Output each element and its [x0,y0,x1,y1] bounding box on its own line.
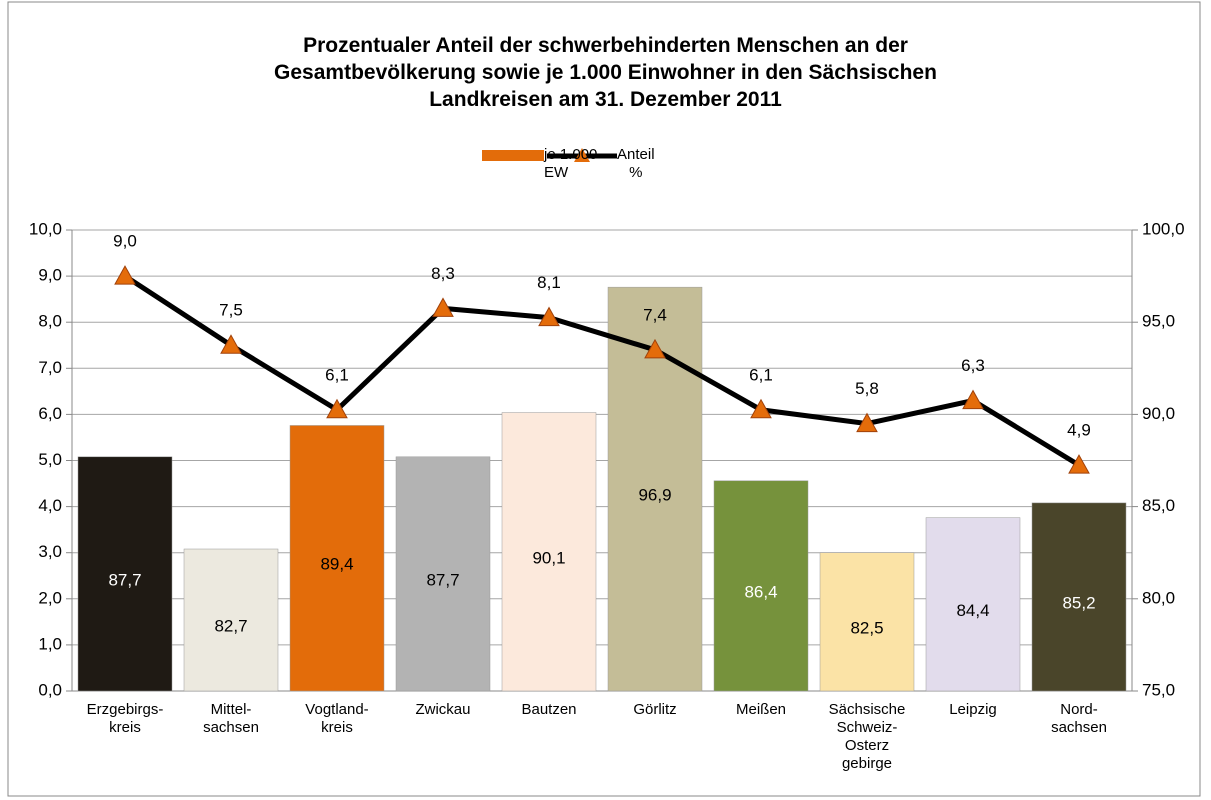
bar [289,425,385,692]
chart-title: Prozentualer Anteil der schwerbehinderte… [274,34,937,111]
bar [713,480,809,692]
y2-tick-label: 80,0 [1142,588,1175,607]
x-tick-label: Meißen [735,701,787,718]
marker [538,306,560,327]
bar [395,456,491,692]
y2-tick-label: 85,0 [1142,496,1175,515]
x-tick-label: Mittel- sachsen [203,701,259,736]
y-tick-label: 5,0 [38,450,62,469]
legend-marker [574,148,590,162]
y-tick-label: 1,0 [38,634,62,653]
bar [819,552,915,692]
bar-value-label: 85,2 [1062,593,1095,612]
marker [962,389,984,410]
x-tick-label: Bautzen [521,701,577,718]
y-tick-label: 2,0 [38,588,62,607]
x-tick-label: Zwickau [415,701,471,718]
bar-value-label: 86,4 [744,582,777,601]
marker [750,398,772,419]
y2-tick-label: 90,0 [1142,404,1175,423]
bar-value-label: 82,5 [850,618,883,637]
bar-value-label: 82,7 [214,616,247,635]
y-tick-label: 7,0 [38,358,62,377]
y2-tick-label: 100,0 [1142,219,1185,238]
marker [220,334,242,354]
x-tick-label: Erzgebirgs- kreis [86,701,164,736]
bar-value-label: 84,4 [956,601,989,620]
x-tick-label: Leipzig [949,701,997,718]
line-value-label: 9,0 [113,232,137,251]
line-value-label: 5,8 [855,379,879,398]
y2-tick-label: 95,0 [1142,312,1175,331]
line-value-label: 8,3 [431,264,455,283]
y-tick-label: 4,0 [38,496,62,515]
y-tick-label: 0,0 [38,680,62,699]
marker [1068,454,1090,474]
y-tick-label: 3,0 [38,542,62,561]
bar-value-label: 90,1 [532,548,565,567]
legend-swatch [482,150,544,161]
line [123,274,1081,468]
y-tick-label: 8,0 [38,312,62,331]
bar-value-label: 96,9 [638,486,671,505]
marker [644,338,666,359]
x-tick-label: Sächsische Schweiz- Osterz gebirge [828,701,906,772]
marker [432,297,454,317]
line-value-label: 4,9 [1067,421,1091,440]
bar [925,517,1021,692]
marker [326,398,348,419]
bar-value-label: 89,4 [320,555,353,574]
legend-label: Anteil % [617,146,655,181]
line-value-label: 6,1 [749,365,773,384]
line-value-label: 8,1 [537,273,561,292]
x-tick-label: Vogtland- kreis [305,701,369,736]
bar-value-label: 87,7 [426,570,459,589]
bar [501,412,597,692]
line-value-label: 7,4 [643,305,667,324]
bar [1031,502,1127,692]
legend-label: je 1.000 EW [544,146,598,181]
bar-value-label: 87,7 [108,570,141,589]
bar [77,456,173,692]
y-tick-label: 6,0 [38,404,62,423]
y-tick-label: 10,0 [29,219,62,238]
x-tick-label: Nord- sachsen [1051,701,1107,736]
y-tick-label: 9,0 [38,266,62,285]
line-value-label: 6,3 [961,356,985,375]
line-value-label: 6,1 [325,365,349,384]
bar [183,548,279,692]
marker [114,265,136,285]
marker [856,412,878,433]
y2-tick-label: 75,0 [1142,680,1175,699]
x-tick-label: Görlitz [633,701,677,718]
line-value-label: 7,5 [219,301,243,320]
